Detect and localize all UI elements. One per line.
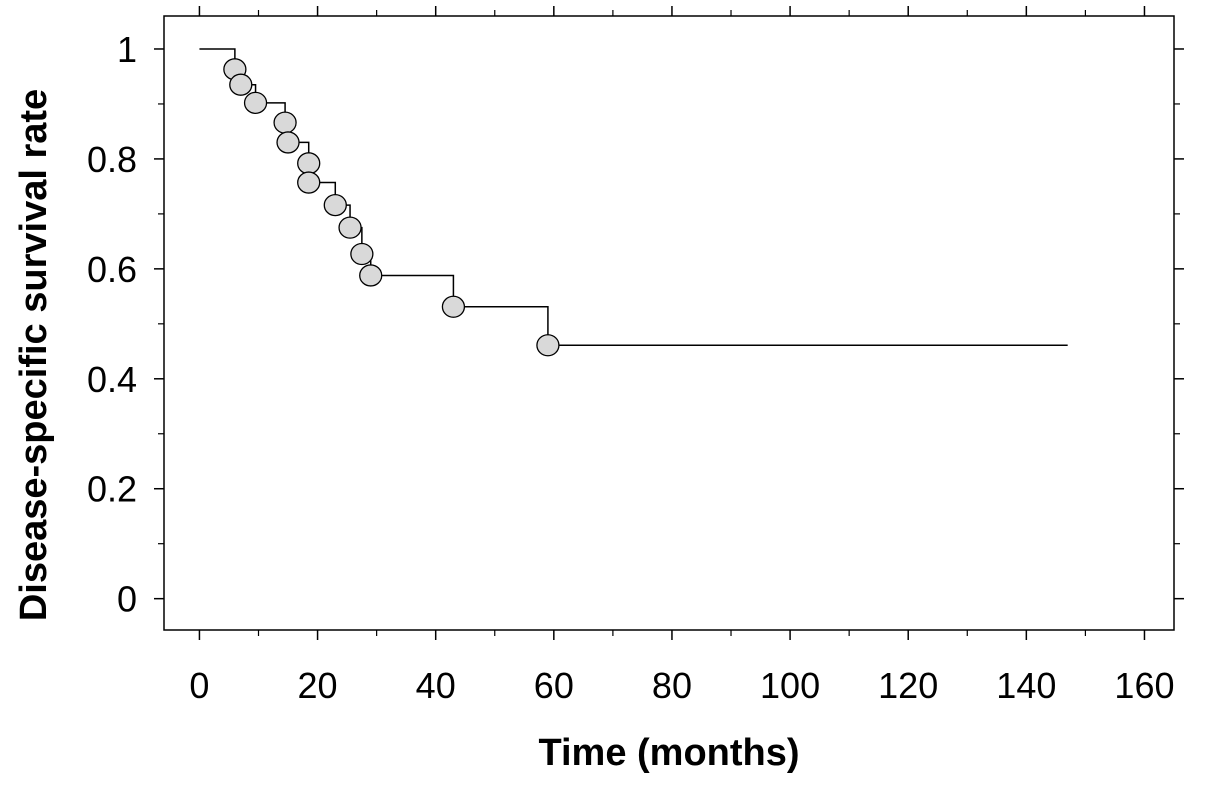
censor-marker: [359, 264, 383, 287]
y-tick-label: 1: [117, 29, 137, 70]
censor-marker: [297, 152, 321, 175]
y-tick-label: 0.4: [87, 359, 137, 400]
censor-marker: [297, 171, 321, 194]
censor-marker: [276, 131, 300, 154]
censor-marker: [536, 334, 560, 357]
x-tick-label: 80: [652, 665, 692, 706]
axis-tick-labels: 0 20 40 60 80 100 120 140 160 0 0.2 0.4 0.6 0.8 1: [87, 29, 1175, 706]
censor-markers: [223, 58, 560, 357]
x-tick-label: 60: [534, 665, 574, 706]
x-tick-label: 160: [1114, 665, 1174, 706]
x-tick-label: 20: [298, 665, 338, 706]
censor-marker: [273, 111, 297, 134]
y-tick-label: 0.8: [87, 139, 137, 180]
plot-frame: [163, 15, 1175, 631]
x-tick-label: 40: [416, 665, 456, 706]
x-axis-title: Time (months): [538, 732, 799, 774]
censor-marker: [229, 73, 253, 96]
censor-marker: [338, 216, 362, 239]
censor-marker: [441, 295, 466, 318]
censor-marker: [350, 242, 374, 266]
censor-marker: [323, 193, 347, 217]
y-axis-title: Disease-specific survival rate: [13, 89, 55, 621]
x-tick-label: 100: [760, 665, 820, 706]
censor-marker: [243, 91, 268, 115]
y-tick-label: 0: [117, 579, 137, 620]
x-tick-label: 120: [878, 665, 938, 706]
x-tick-label: 0: [189, 665, 209, 706]
y-tick-label: 0.2: [87, 469, 137, 510]
axis-ticks: [154, 6, 1184, 640]
x-tick-label: 140: [996, 665, 1056, 706]
y-tick-label: 0.6: [87, 249, 137, 290]
